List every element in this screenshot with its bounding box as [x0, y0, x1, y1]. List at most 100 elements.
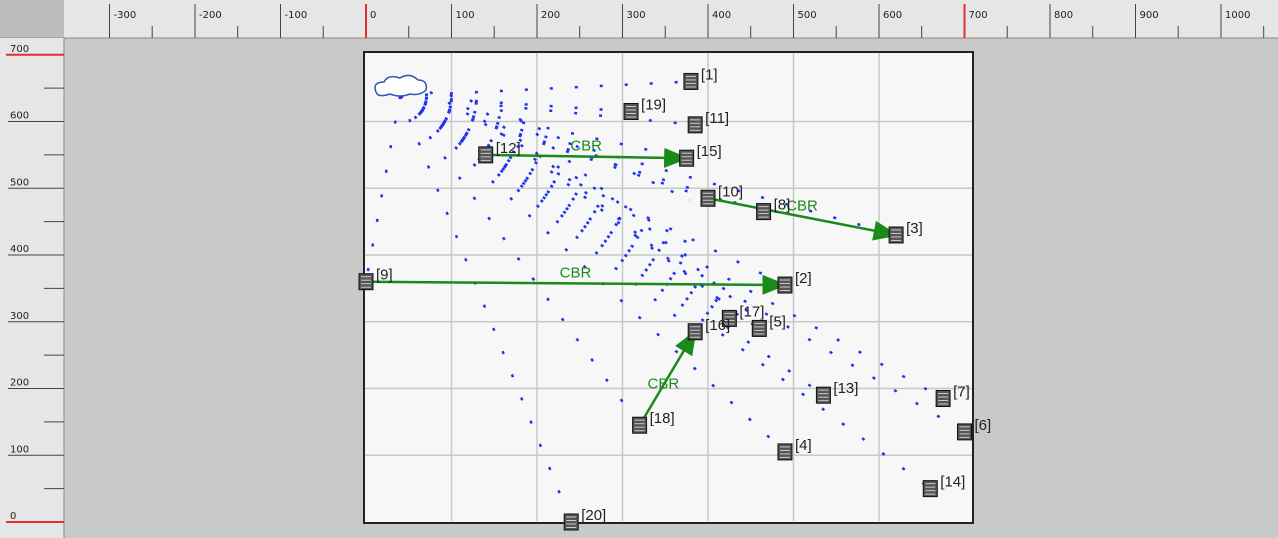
ruler-tick-label: 0: [10, 511, 16, 522]
vertical-ruler[interactable]: 700 600 500 400 300 200 100 0: [0, 38, 65, 538]
horizontal-ruler[interactable]: -300 -200 -100 0 100 200 300 400 500 600 700 800 900…: [0, 0, 1278, 39]
ruler-tick-label: 500: [798, 10, 817, 21]
node[interactable]: [18]: [632, 410, 675, 434]
node[interactable]: [11]: [687, 110, 729, 134]
server-node-icon: [683, 72, 699, 90]
node[interactable]: [10]: [700, 183, 743, 207]
node-label: [11]: [705, 110, 729, 127]
node-label: [18]: [650, 410, 675, 427]
node-label: [12]: [496, 140, 521, 157]
node[interactable]: [4]: [777, 437, 812, 461]
ruler-tick-label: 200: [541, 10, 560, 21]
node-label: [7]: [953, 384, 970, 401]
node[interactable]: [9]: [358, 267, 393, 291]
ruler-tick-label: 400: [712, 10, 731, 21]
server-node-icon: [756, 203, 772, 221]
ruler-tick-label: 900: [1140, 10, 1159, 21]
ruler-tick-label: 600: [10, 111, 29, 122]
node[interactable]: [8]: [756, 197, 791, 221]
server-node-icon: [687, 116, 703, 134]
cbr-flow-label: CBR: [648, 375, 680, 392]
cbr-flow-label: CBR: [786, 198, 818, 215]
server-node-icon: [700, 189, 716, 207]
node-label: [6]: [975, 417, 992, 434]
trail-line: [449, 94, 761, 331]
node-label: [19]: [641, 96, 666, 113]
ruler-tick-label: 700: [969, 10, 988, 21]
server-node-icon: [478, 146, 494, 164]
server-node-icon: [623, 102, 639, 120]
node-label: [13]: [833, 380, 858, 397]
node[interactable]: [12]: [478, 140, 521, 164]
cbr-flow-arrow: [707, 197, 899, 241]
server-node-icon: [888, 226, 904, 244]
node[interactable]: [6]: [957, 417, 992, 441]
server-node-icon: [751, 319, 767, 337]
node[interactable]: [7]: [935, 384, 970, 408]
server-node-icon: [957, 423, 972, 441]
cloud-icon: [374, 74, 428, 97]
ruler-tick-label: 200: [10, 378, 29, 389]
node[interactable]: [1]: [683, 66, 718, 90]
server-node-icon: [922, 480, 938, 498]
ruler-tick-label: 800: [1054, 10, 1073, 21]
ruler-tick-label: 300: [627, 10, 646, 21]
server-node-icon: [679, 149, 695, 167]
node[interactable]: [3]: [888, 220, 923, 244]
ruler-tick-label: -200: [199, 10, 222, 21]
node-label: [17]: [739, 303, 764, 320]
server-node-icon: [632, 416, 648, 434]
node-label: [16]: [705, 317, 730, 334]
server-node-icon: [358, 273, 374, 291]
ruler-tick-label: 100: [10, 444, 29, 455]
node-label: [3]: [906, 220, 923, 237]
server-node-icon: [935, 390, 951, 408]
node-label: [1]: [701, 66, 718, 83]
node[interactable]: [2]: [777, 270, 812, 294]
server-node-icon: [721, 309, 737, 327]
node-label: [2]: [795, 270, 812, 287]
horizontal-ruler-bg: [0, 0, 1278, 38]
node-label: [14]: [940, 474, 965, 491]
node[interactable]: [14]: [922, 474, 965, 498]
node[interactable]: [13]: [815, 380, 858, 404]
ruler-tick-label: 700: [10, 44, 29, 55]
traffic-flows: CBR CBR CBR CBR: [365, 138, 899, 426]
ruler-tick-label: 100: [456, 10, 475, 21]
server-node-icon: [687, 323, 703, 341]
server-node-icon: [777, 443, 793, 461]
node-label: [8]: [774, 197, 791, 214]
ruler-tick-label: 0: [370, 10, 376, 21]
node-label: [10]: [718, 183, 743, 200]
node[interactable]: [19]: [623, 96, 666, 120]
ruler-tick-label: 400: [10, 244, 29, 255]
node-label: [9]: [376, 267, 393, 284]
node[interactable]: [15]: [679, 143, 722, 167]
trail-line: [499, 108, 691, 202]
ruler-tick-label: -100: [285, 10, 308, 21]
node-label: [20]: [581, 507, 606, 524]
node-label: [5]: [769, 313, 786, 330]
cbr-flow-arrow: [485, 147, 690, 168]
server-node-icon: [777, 276, 793, 294]
cbr-flow-label: CBR: [570, 138, 602, 155]
ruler-tick-label: 500: [10, 177, 29, 188]
node[interactable]: [16]: [687, 317, 730, 341]
node-label: [4]: [795, 437, 812, 454]
cloud-icon: [374, 74, 428, 97]
node[interactable]: [17]: [721, 303, 764, 327]
cbr-flow-arrow: [638, 329, 697, 426]
node[interactable]: [5]: [751, 313, 786, 337]
node[interactable]: [20]: [563, 507, 606, 531]
trail-line: [398, 95, 573, 523]
mobility-trails: [364, 80, 966, 523]
server-node-icon: [815, 386, 831, 404]
nodes-layer: [1] [19] [11] [12] [15] [10] [8] [3] [9] [2] [17] […: [358, 66, 992, 531]
ruler-tick-label: 1000: [1225, 10, 1250, 21]
ruler-corner: [0, 0, 64, 38]
server-node-icon: [563, 513, 579, 531]
ruler-tick-label: -300: [114, 10, 137, 21]
cbr-flow-arrow: [365, 274, 788, 295]
scene-area[interactable]: [363, 51, 974, 524]
